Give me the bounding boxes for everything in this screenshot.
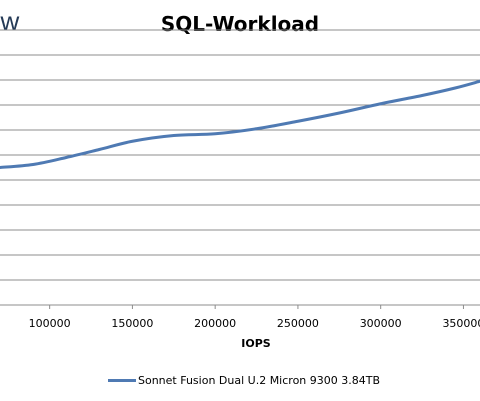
x-tick-label: 200000 (194, 317, 236, 330)
legend: Sonnet Fusion Dual U.2 Micron 9300 3.84T… (108, 374, 380, 387)
legend-swatch (108, 379, 136, 382)
x-tick-label: 100000 (29, 317, 71, 330)
x-tick-label: 250000 (277, 317, 319, 330)
x-tick-label: 300000 (360, 317, 402, 330)
x-tick-labels: 100000 150000 200000 250000 300000 350000 (29, 305, 480, 330)
legend-label: Sonnet Fusion Dual U.2 Micron 9300 3.84T… (138, 374, 381, 387)
x-axis-label: IOPS (241, 337, 271, 350)
series-line (0, 79, 480, 169)
x-tick-label: 350000 (442, 317, 480, 330)
chart-title: SQL-Workload (160, 12, 320, 36)
x-tick-label: 150000 (111, 317, 153, 330)
brand-logo-text: ew (0, 6, 20, 36)
